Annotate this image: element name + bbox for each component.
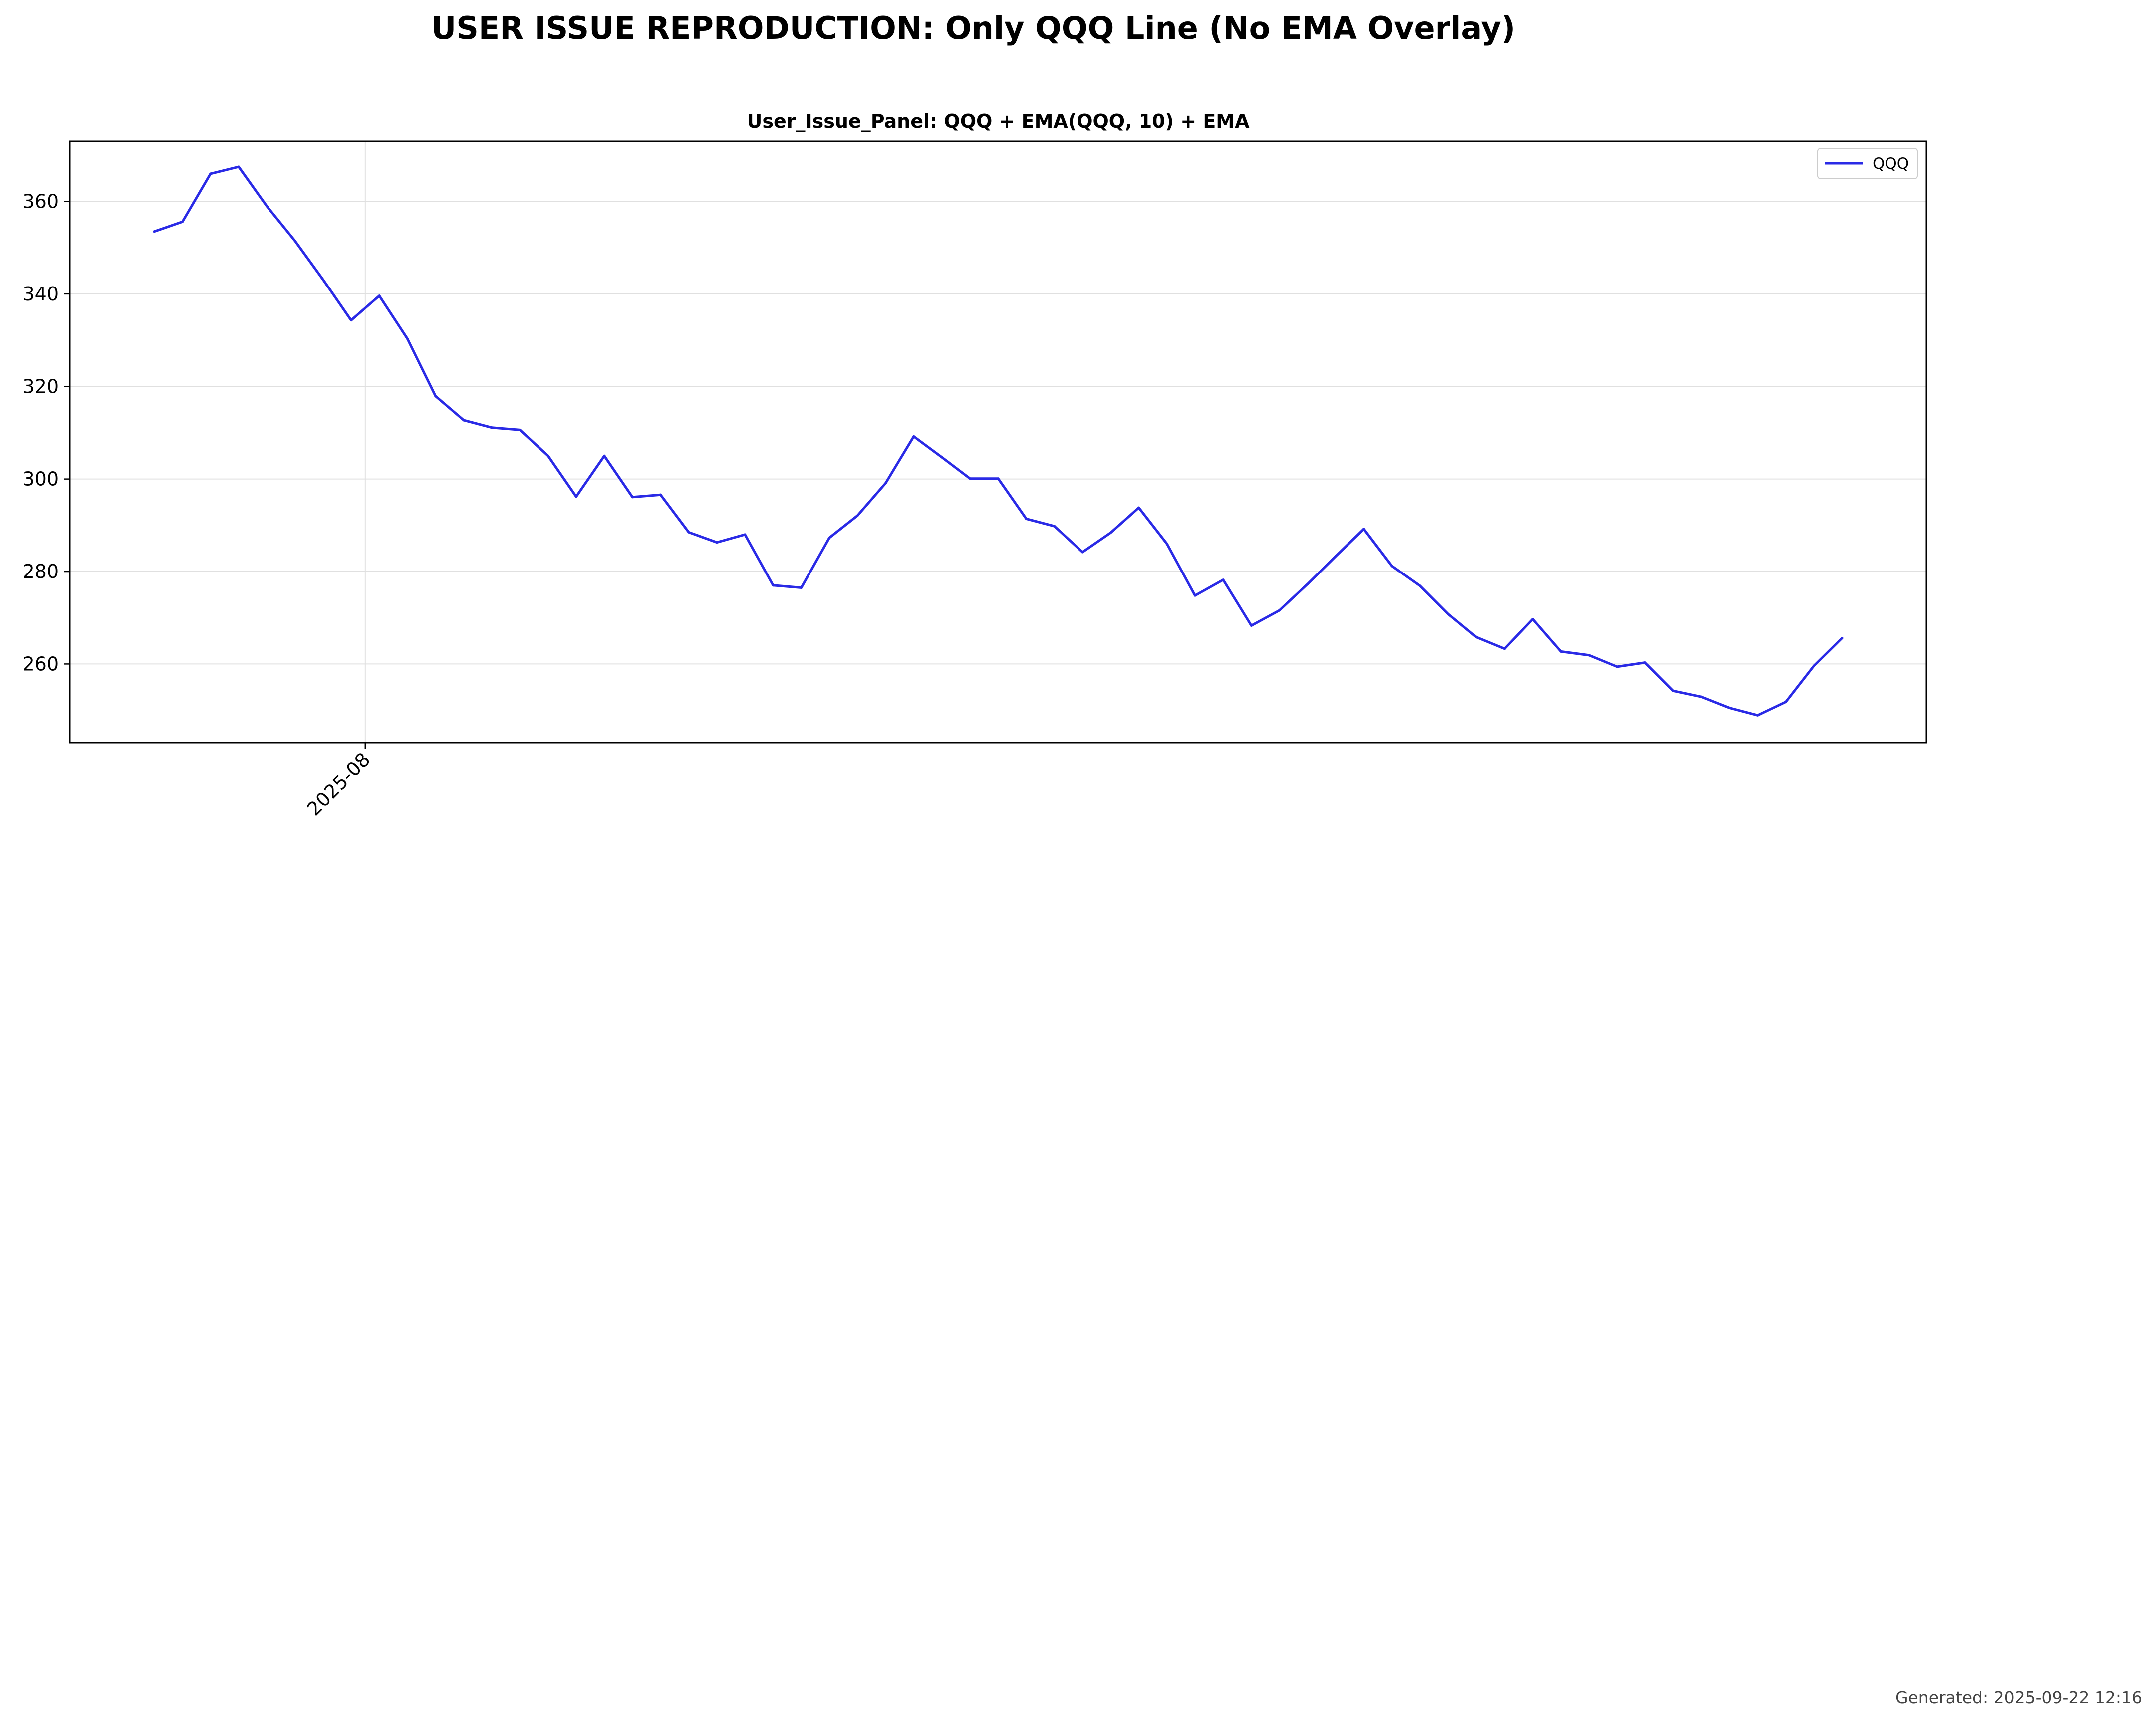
data-point [1841, 637, 1844, 640]
data-point [1334, 555, 1337, 558]
data-point [828, 536, 831, 539]
data-point [209, 172, 212, 175]
data-point [631, 496, 634, 499]
figure-suptitle: USER ISSUE REPRODUCTION: Only QQQ Line (… [431, 10, 1515, 46]
series-layer [153, 165, 1844, 717]
data-point [744, 533, 747, 536]
data-point [490, 426, 493, 429]
series-line-qqq [153, 165, 1844, 717]
data-point [462, 419, 465, 422]
legend-box [1817, 148, 1918, 179]
data-point [1616, 665, 1618, 668]
chart-title: User_Issue_Panel: QQQ + EMA(QQQ, 10) + E… [747, 110, 1250, 132]
data-point [575, 495, 578, 498]
data-point [1531, 618, 1534, 621]
legend: QQQ [1817, 148, 1918, 179]
data-point [1053, 525, 1056, 528]
data-point [800, 586, 803, 589]
y-tick-label: 300 [22, 468, 59, 490]
data-point [912, 435, 915, 438]
data-point [1362, 528, 1365, 531]
data-point [1784, 700, 1787, 703]
generated-timestamp: Generated: 2025-09-22 12:16 [1895, 1688, 2142, 1707]
data-point [1643, 661, 1646, 664]
data-point [1250, 624, 1253, 627]
x-tick-label: 2025-08 [303, 748, 374, 820]
data-point [1137, 506, 1140, 509]
data-point [237, 165, 240, 168]
data-point [1672, 689, 1675, 692]
data-point [969, 477, 972, 480]
grid-lines [70, 141, 1926, 743]
data-point [153, 230, 156, 233]
data-point [1025, 517, 1028, 520]
data-point [266, 205, 269, 208]
data-point [1418, 584, 1421, 587]
y-tick-label: 340 [22, 283, 59, 305]
legend-label-qqq: QQQ [1873, 155, 1909, 173]
data-point [1475, 636, 1478, 639]
data-point [406, 337, 409, 340]
y-tick-label: 320 [22, 375, 59, 397]
data-point [181, 220, 184, 223]
data-point [884, 482, 887, 485]
data-point [321, 278, 324, 281]
data-point [1306, 582, 1309, 585]
data-point [1700, 695, 1703, 698]
data-point [687, 531, 690, 534]
data-point [940, 456, 943, 459]
data-point [546, 454, 549, 457]
data-point [1588, 654, 1591, 657]
data-point [659, 493, 662, 496]
data-point [1503, 647, 1506, 650]
data-point [603, 454, 606, 457]
y-tick-label: 260 [22, 653, 59, 675]
data-point [1194, 594, 1197, 597]
plot-area-frame [69, 140, 1927, 744]
x-axis: 2025-08 [303, 743, 374, 820]
data-point [1728, 706, 1731, 709]
data-point [434, 395, 437, 398]
data-point [1447, 612, 1450, 615]
data-point [1756, 714, 1759, 717]
data-point [772, 584, 775, 587]
y-axis: 260 280 300 320 340 360 [22, 191, 70, 675]
data-point [715, 541, 718, 544]
data-point [1081, 551, 1084, 554]
data-point [1222, 578, 1225, 581]
data-point [1165, 542, 1168, 545]
data-point [519, 428, 522, 431]
data-point [1109, 531, 1112, 534]
data-point [1278, 609, 1281, 612]
data-point [997, 477, 1000, 480]
data-point [350, 319, 353, 322]
data-point [293, 239, 296, 242]
y-tick-label: 360 [22, 191, 59, 213]
y-tick-label: 280 [22, 561, 59, 582]
data-point [1559, 650, 1562, 653]
data-point [378, 294, 381, 297]
data-point [1390, 565, 1393, 568]
data-point [856, 514, 859, 517]
data-point [1813, 664, 1816, 667]
